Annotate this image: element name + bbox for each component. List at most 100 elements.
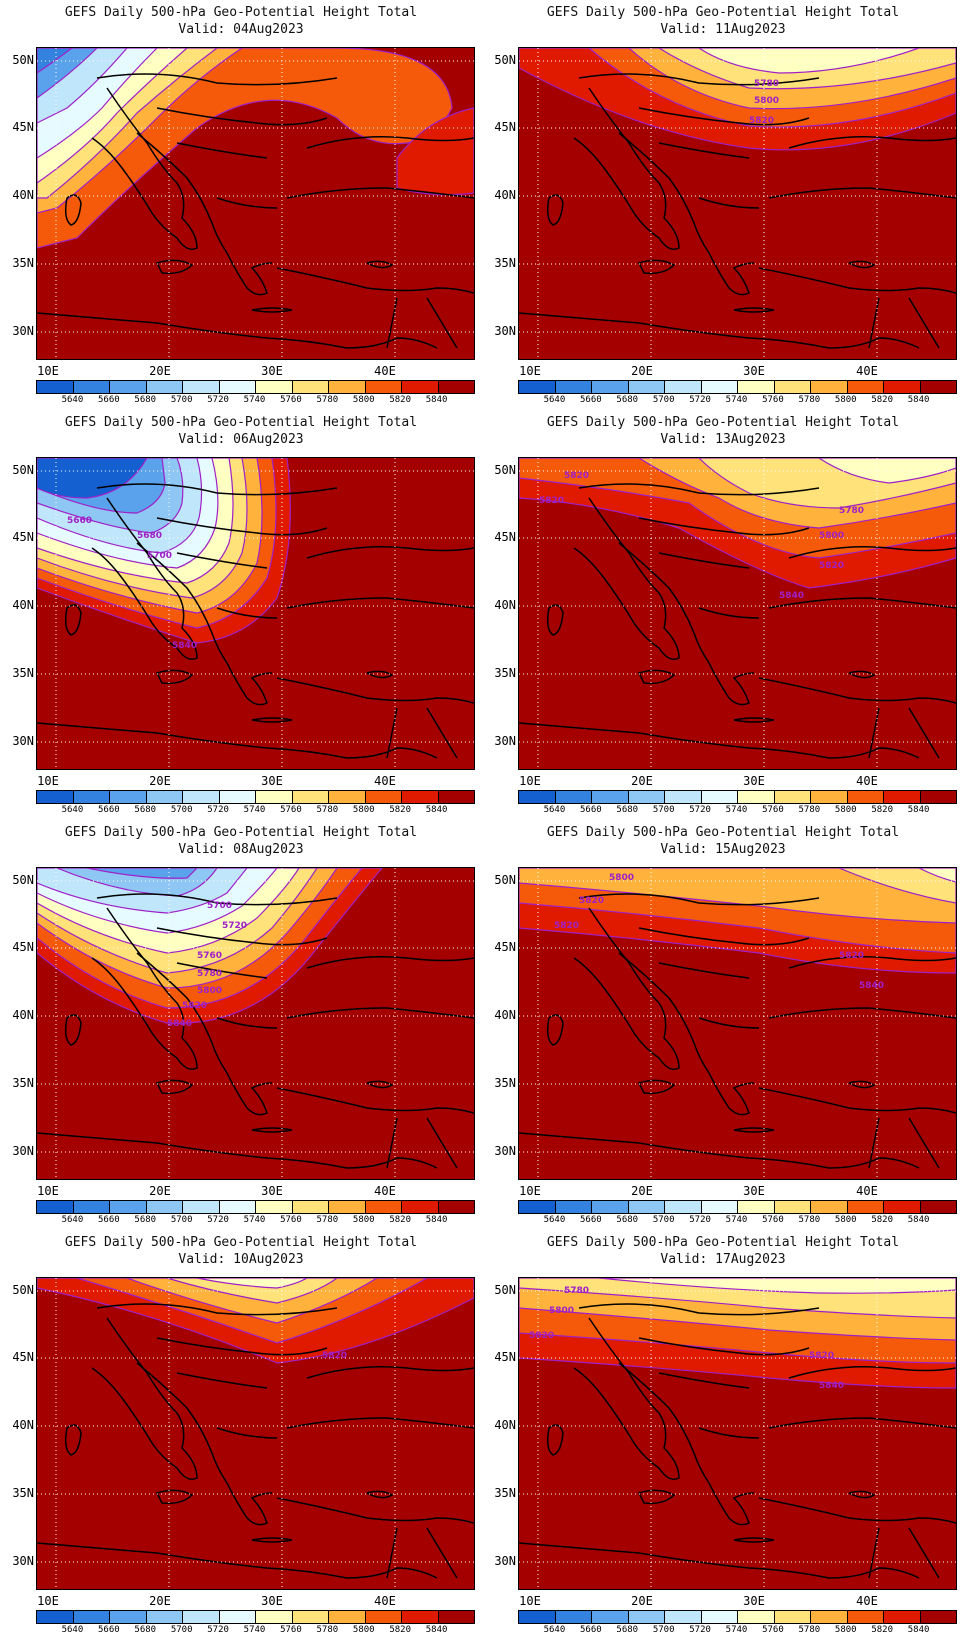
coastline-border [868, 1527, 880, 1579]
colorbar [518, 790, 957, 804]
coastline-border [426, 1527, 458, 1579]
colorbar-tick-label: 5800 [352, 1625, 375, 1635]
colorbar-tick-label: 5640 [61, 1215, 84, 1225]
coastline-border [426, 1117, 458, 1169]
coastline-border [176, 1372, 268, 1389]
latitude-label: 45N [12, 530, 34, 544]
coastline-border [366, 670, 394, 679]
coastline-border [64, 1014, 82, 1046]
contour-label: 5660 [67, 516, 92, 526]
colorbar-swatch [884, 381, 921, 393]
coastline-border [788, 546, 956, 559]
map-panel: GEFS Daily 500-hPa Geo-Potential Height … [482, 820, 964, 1230]
latitude-label: 30N [12, 1554, 34, 1568]
panel-valid-date: Valid: 15Aug2023 [660, 842, 786, 857]
colorbar [36, 1610, 475, 1624]
colorbar [36, 1200, 475, 1214]
colorbar-tick-label: 5840 [425, 805, 448, 815]
coastline-border [638, 107, 810, 126]
contour-label: 5800 [549, 1306, 574, 1316]
colorbar-tick-label: 5840 [907, 1625, 930, 1635]
coastline-border [426, 297, 458, 349]
geopotential-height-map: 5700 5720 5760 5780 5800 5820 5840 [36, 867, 475, 1180]
colorbar-swatch [811, 1201, 848, 1213]
map-canvas: 5700 5720 5760 5780 5800 5820 5840 [37, 868, 474, 1179]
colorbar-swatch [738, 1611, 775, 1623]
coastline-border [286, 1007, 474, 1019]
longitude-label: 40E [374, 1594, 396, 1608]
latitude-label: 35N [494, 1076, 516, 1090]
colorbar-tick-label: 5640 [61, 805, 84, 815]
geopotential-height-map: 5820 [36, 1277, 475, 1590]
colorbar-swatch [402, 791, 439, 803]
latitude-label: 35N [12, 666, 34, 680]
coastline-border [366, 1080, 394, 1089]
colorbar-swatch [219, 1611, 256, 1623]
colorbar-swatch [665, 791, 702, 803]
latitude-label: 50N [12, 53, 34, 67]
coastline-border [37, 722, 438, 759]
colorbar-tick-label: 5680 [134, 395, 157, 405]
coastline-border [618, 1362, 710, 1484]
colorbar-swatch [519, 381, 556, 393]
colorbar-swatch [920, 791, 956, 803]
colorbar-tick-label: 5840 [907, 805, 930, 815]
coastline-border [848, 1080, 876, 1089]
panel-title: GEFS Daily 500-hPa Geo-Potential Height … [64, 415, 418, 430]
colorbar-swatch [555, 791, 592, 803]
longitude-label: 40E [856, 774, 878, 788]
map-panel: GEFS Daily 500-hPa Geo-Potential Height … [482, 410, 964, 820]
contour-label: 5820 [749, 116, 774, 126]
colorbar-swatch [256, 1611, 293, 1623]
colorbar-swatch [847, 791, 884, 803]
colorbar-tick-label: 5720 [689, 1215, 711, 1225]
coastline-border [578, 893, 820, 906]
colorbar-tick-label: 5760 [762, 1625, 784, 1635]
colorbar-tick-label: 5680 [616, 1215, 639, 1225]
coastline-border [136, 952, 228, 1074]
colorbar-swatch [37, 1611, 74, 1623]
map-panel: GEFS Daily 500-hPa Geo-Potential Height … [482, 0, 964, 410]
geopotential-height-map: 5780 5800 5820 [518, 47, 957, 360]
map-canvas: 5780 5800 5820 5820 5840 [519, 1278, 956, 1589]
panel-valid-date: Valid: 04Aug2023 [178, 22, 304, 37]
coastline-border [251, 1537, 293, 1543]
colorbar-swatch [292, 381, 329, 393]
coastline-border [708, 662, 755, 706]
colorbar-swatch [811, 791, 848, 803]
colorbar-swatch [665, 1201, 702, 1213]
colorbar-swatch [920, 381, 956, 393]
latitude-label: 40N [494, 1418, 516, 1432]
colorbar-swatch [365, 381, 402, 393]
colorbar-swatch [402, 1201, 439, 1213]
coastline-border [216, 607, 278, 619]
contour-label: 5820 [579, 896, 604, 906]
latitude-label: 35N [12, 1076, 34, 1090]
coastline-border [573, 497, 680, 660]
coastline-border [226, 662, 273, 706]
colorbar-tick-label: 5820 [389, 395, 411, 405]
longitude-label: 10E [519, 364, 541, 378]
contour-label: 5820 [322, 1351, 347, 1361]
longitude-label: 10E [37, 364, 59, 378]
coastline-border [156, 1337, 328, 1356]
colorbar-swatch [665, 381, 702, 393]
coastline-border [306, 956, 474, 969]
colorbar-labels: 5640 5660 5680 5700 5720 5740 5760 5780 5800 5820… [518, 1215, 955, 1227]
colorbar-tick-label: 5760 [762, 395, 784, 405]
colorbar-tick-label: 5760 [762, 1215, 784, 1225]
coastline-border [758, 1087, 956, 1114]
colorbar-tick-label: 5720 [689, 1625, 711, 1635]
coastline-border [306, 136, 474, 149]
contour-label: 5820 [564, 471, 589, 481]
colorbar-tick-label: 5800 [834, 805, 857, 815]
geopotential-height-map: 5780 5800 5820 5820 5840 [518, 1277, 957, 1590]
coastline-border [136, 132, 228, 254]
longitude-label: 30E [743, 774, 765, 788]
coastline-border [251, 1127, 293, 1133]
coastline-border [578, 1303, 820, 1316]
contour-label: 5820 [819, 561, 844, 571]
coastline-border [286, 187, 474, 199]
colorbar-swatch [884, 1611, 921, 1623]
colorbar-tick-label: 5740 [725, 805, 748, 815]
